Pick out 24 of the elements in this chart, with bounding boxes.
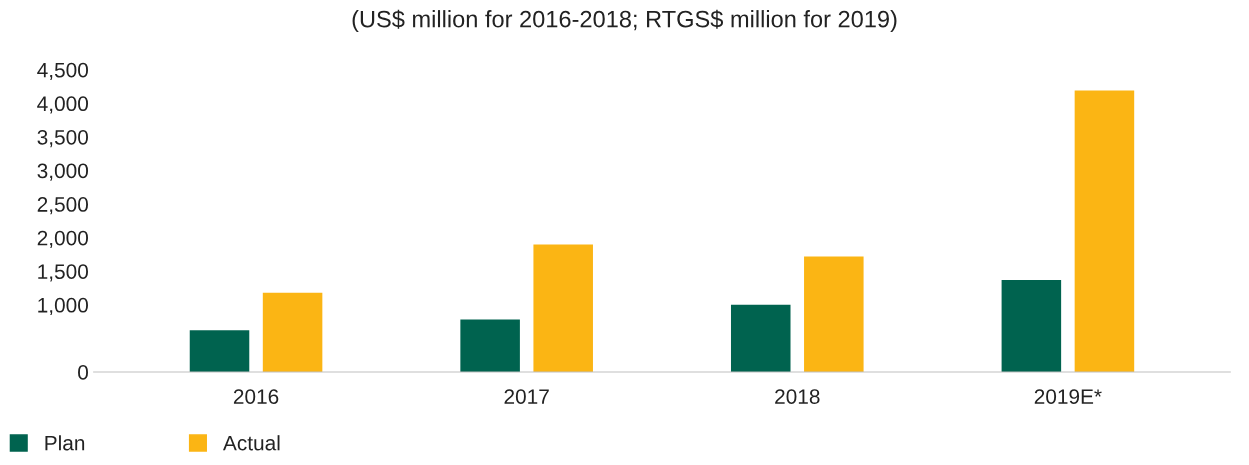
y-tick-label: 3,000 — [37, 163, 88, 181]
bar — [262, 292, 323, 372]
x-tick-label: 2018 — [775, 389, 820, 404]
x-tick-label: 2016 — [233, 389, 279, 404]
bar — [1074, 90, 1135, 372]
y-tick-label: 3,500 — [37, 129, 88, 148]
bar — [460, 319, 520, 372]
legend-label: Plan — [45, 435, 85, 451]
y-tick-label: 1,000 — [38, 297, 88, 316]
y-tick-label: 4,000 — [37, 96, 88, 114]
y-tick-label: 2,000 — [37, 230, 88, 248]
x-tick-label: 2017 — [504, 389, 549, 404]
x-tick-label: 2019E* — [1034, 389, 1102, 404]
bar — [1001, 279, 1062, 372]
y-tick-label: 0 — [78, 365, 88, 380]
y-tick-label: 1,500 — [38, 264, 88, 282]
bar — [189, 330, 250, 372]
bar — [804, 256, 864, 372]
chart-title: (US$ million for 2016-2018; RTGS$ million for 2019) — [352, 9, 897, 33]
bar — [533, 244, 593, 372]
legend-label: Actual — [222, 435, 280, 451]
bar — [730, 304, 791, 372]
y-tick-label: 4,500 — [37, 62, 88, 80]
y-tick-label: 2,500 — [37, 197, 88, 215]
